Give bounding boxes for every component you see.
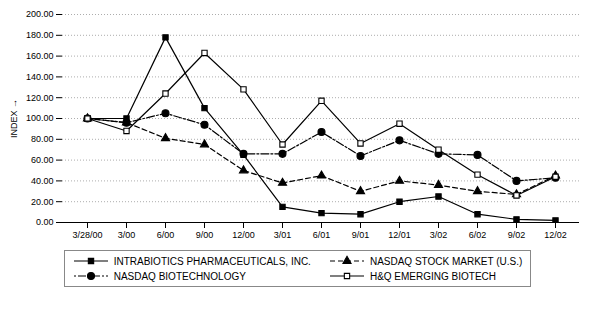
- html-text:INTRABIOTICS PHARMACEUTICALS,: INTRABIOTICS PHARMACEUTICALS, INC.: [113, 255, 311, 267]
- svg-text:40.00: 40.00: [31, 176, 54, 186]
- svg-text:20.00: 20.00: [31, 197, 54, 207]
- html-text:NASDAQ STOCK MARKET (U.S.): NASDAQ STOCK MARKET (U.S.): [369, 255, 523, 267]
- svg-text:180.00: 180.00: [26, 30, 54, 40]
- svg-text:6/01: 6/01: [313, 230, 331, 240]
- svg-text:140.00: 140.00: [26, 72, 54, 82]
- svg-text:12/02: 12/02: [544, 230, 567, 240]
- svg-text:12/01: 12/01: [388, 230, 411, 240]
- svg-text:100.00: 100.00: [26, 113, 54, 123]
- svg-text:200.00: 200.00: [26, 9, 54, 19]
- svg-text:12/00: 12/00: [232, 230, 255, 240]
- svg-text:80.00: 80.00: [31, 134, 54, 144]
- svg-text:6/00: 6/00: [157, 230, 175, 240]
- svg-text:0.00: 0.00: [36, 217, 54, 227]
- svg-text:9/02: 9/02: [508, 230, 526, 240]
- svg-text:3/28/00: 3/28/00: [72, 230, 102, 240]
- html-text:NASDAQ BIOTECHNOLOGY: NASDAQ BIOTECHNOLOGY: [113, 270, 246, 282]
- svg-text:160.00: 160.00: [26, 51, 54, 61]
- html-text:H&Q EMERGING BIOTECH: H&Q EMERGING BIOTECH: [369, 270, 496, 282]
- svg-text:120.00: 120.00: [26, 93, 54, 103]
- svg-text:9/00: 9/00: [196, 230, 214, 240]
- svg-text:60.00: 60.00: [31, 155, 54, 165]
- svg-text:INDEX →: INDEX →: [9, 99, 19, 138]
- svg-text:9/01: 9/01: [352, 230, 370, 240]
- svg-text:3/01: 3/01: [274, 230, 292, 240]
- svg-text:3/02: 3/02: [430, 230, 448, 240]
- svg-text:6/02: 6/02: [469, 230, 487, 240]
- svg-text:3/00: 3/00: [118, 230, 136, 240]
